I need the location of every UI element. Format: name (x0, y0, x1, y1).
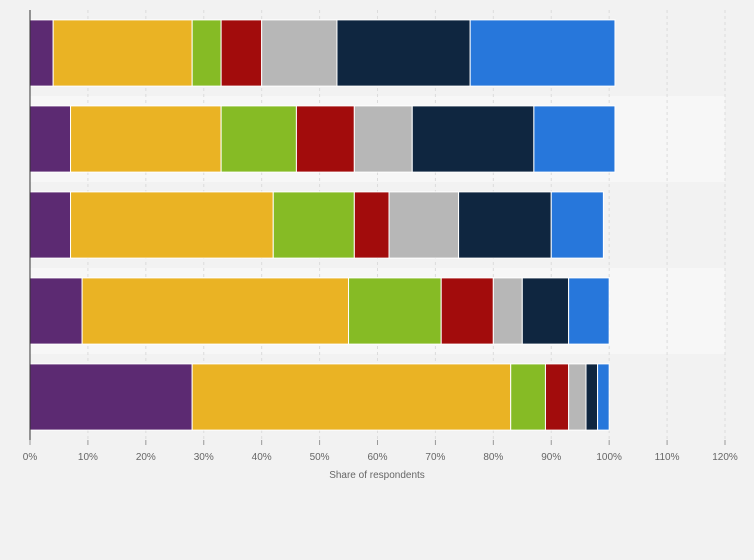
bar-segment (521, 277, 570, 345)
bar-segment (597, 363, 610, 431)
bar-segment (52, 19, 193, 87)
x-tick-label: 90% (541, 452, 561, 463)
x-tick-label: 10% (78, 452, 98, 463)
bar-segment (29, 105, 72, 173)
bar-segment (191, 363, 512, 431)
x-axis-title: Share of respondents (329, 470, 425, 481)
bar-segment (353, 105, 413, 173)
x-tick-label: 80% (483, 452, 503, 463)
x-tick-label: 20% (136, 452, 156, 463)
bar-segment (81, 277, 350, 345)
x-tick-label: 50% (310, 452, 330, 463)
bar-segment (220, 105, 297, 173)
bar-segment (348, 277, 442, 345)
bar-segment (29, 277, 83, 345)
x-tick-label: 110% (655, 452, 680, 463)
bar-segment (29, 19, 54, 87)
x-tick-label: 100% (596, 452, 622, 463)
bar-segment (336, 19, 471, 87)
bar-segment (29, 191, 72, 259)
bar-segment (70, 105, 222, 173)
bar-segment (469, 19, 616, 87)
bar-segment (510, 363, 546, 431)
bar-segment (533, 105, 616, 173)
x-tick-label: 40% (252, 452, 272, 463)
bar-segment (458, 191, 552, 259)
x-tick-label: 120% (712, 452, 738, 463)
bar-segment (568, 363, 587, 431)
bar-segment (220, 19, 263, 87)
bar-segment (492, 277, 523, 345)
bar-segment (585, 363, 599, 431)
x-axis-ticks: 0% 10% 20% 30% 40% 50% 60% 70% 80% 90% 100% 110% 120… (23, 440, 738, 463)
bars (29, 19, 616, 431)
bar-segment (191, 19, 222, 87)
bar-segment (440, 277, 494, 345)
bar-segment (550, 191, 604, 259)
bar-segment (353, 191, 390, 259)
bar-segment (544, 363, 570, 431)
x-tick-label: 0% (23, 452, 38, 463)
bar-segment (568, 277, 610, 345)
bar-segment (70, 191, 274, 259)
bar-segment (295, 105, 355, 173)
bar-segment (261, 19, 338, 87)
bar-segment (29, 363, 193, 431)
bar-segment (272, 191, 355, 259)
x-tick-label: 70% (425, 452, 445, 463)
bar-segment (388, 191, 460, 259)
bar-segment (411, 105, 535, 173)
x-tick-label: 60% (367, 452, 387, 463)
x-tick-label: 30% (194, 452, 214, 463)
